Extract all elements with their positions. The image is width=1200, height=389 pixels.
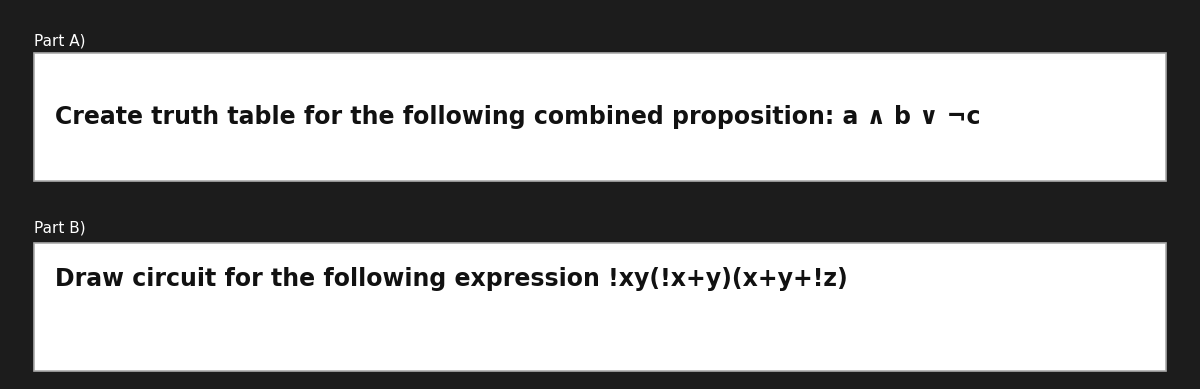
FancyBboxPatch shape <box>34 243 1166 371</box>
Text: Part A): Part A) <box>34 33 85 48</box>
FancyBboxPatch shape <box>34 53 1166 181</box>
Text: Draw circuit for the following expression !xy(!x+y)(x+y+!z): Draw circuit for the following expressio… <box>55 267 848 291</box>
Text: Part B): Part B) <box>34 220 85 235</box>
Text: Create truth table for the following combined proposition: a ∧ b ∨ ¬c: Create truth table for the following com… <box>55 105 980 129</box>
